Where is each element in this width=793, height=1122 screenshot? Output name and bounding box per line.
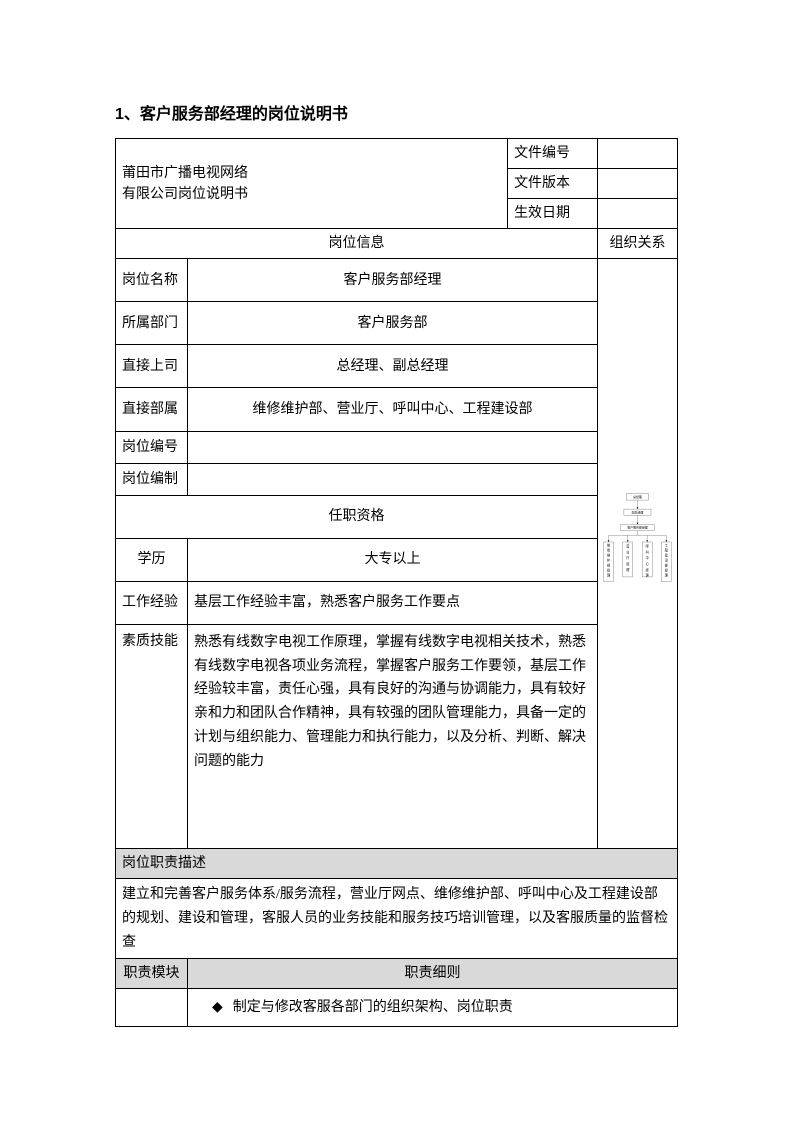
edu-label: 学历: [116, 538, 188, 581]
duty-module-header: 职责模块: [116, 959, 188, 989]
edu-value: 大专以上: [188, 538, 598, 581]
section-position-info: 岗位信息: [116, 229, 598, 259]
supervisor-label: 直接上司: [116, 345, 188, 388]
exp-value: 基层工作经验丰富，熟悉客户服务工作要点: [188, 581, 598, 624]
section-qualification: 任职资格: [116, 495, 598, 538]
subordinate-value: 维修维护部、营业厅、呼叫中心、工程建设部: [188, 388, 598, 431]
duty-desc-text: 建立和完善客户服务体系/服务流程，营业厅网点、维修维护部、呼叫中心及工程建设部的…: [116, 879, 678, 959]
poscode-label: 岗位编号: [116, 431, 188, 463]
company-cell: 莆田市广播电视网络 有限公司岗位说明书: [116, 139, 508, 229]
dept-value: 客户服务部: [188, 302, 598, 345]
dept-label: 所属部门: [116, 302, 188, 345]
exp-label: 工作经验: [116, 581, 188, 624]
section-org-relation: 组织关系: [598, 229, 678, 259]
headcount-label: 岗位编制: [116, 463, 188, 495]
position-name-value: 客户服务部经理: [188, 259, 598, 302]
skill-value: 熟悉有线数字电视工作原理，掌握有线数字电视相关技术，熟悉有线数字电视各项业务流程…: [188, 624, 598, 848]
headcount-value: [188, 463, 598, 495]
poscode-value: [188, 431, 598, 463]
doc-number-value: [598, 139, 678, 169]
skill-label: 素质技能: [116, 624, 188, 848]
job-description-table: 莆田市广播电视网络 有限公司岗位说明书 文件编号 文件版本 生效日期 岗位信息 …: [115, 138, 678, 1027]
doc-version-value: [598, 169, 678, 199]
page-title: 1、客户服务部经理的岗位说明书: [115, 100, 678, 124]
effective-date-value: [598, 199, 678, 229]
duty-detail-row: ◆ 制定与修改客服各部门的组织架构、岗位职责: [188, 989, 678, 1027]
diamond-bullet-icon: ◆: [212, 997, 223, 1018]
duty-module-empty: [116, 989, 188, 1027]
doc-number-label: 文件编号: [508, 139, 598, 169]
doc-version-label: 文件版本: [508, 169, 598, 199]
section-duty-desc: 岗位职责描述: [116, 849, 678, 879]
org-chart-cell: 总经理 副总经理 客户服务部经理: [598, 259, 678, 849]
company-line1: 莆田市广播电视网络: [122, 166, 248, 181]
effective-date-label: 生效日期: [508, 199, 598, 229]
company-line2: 有限公司岗位说明书: [122, 187, 248, 202]
duty-detail-header: 职责细则: [188, 959, 678, 989]
subordinate-label: 直接部属: [116, 388, 188, 431]
org-chart-svg: 总经理 副总经理 客户服务部经理: [598, 259, 677, 848]
position-name-label: 岗位名称: [116, 259, 188, 302]
duty-bullet-text: 制定与修改客服各部门的组织架构、岗位职责: [233, 1000, 513, 1015]
supervisor-value: 总经理、副总经理: [188, 345, 598, 388]
